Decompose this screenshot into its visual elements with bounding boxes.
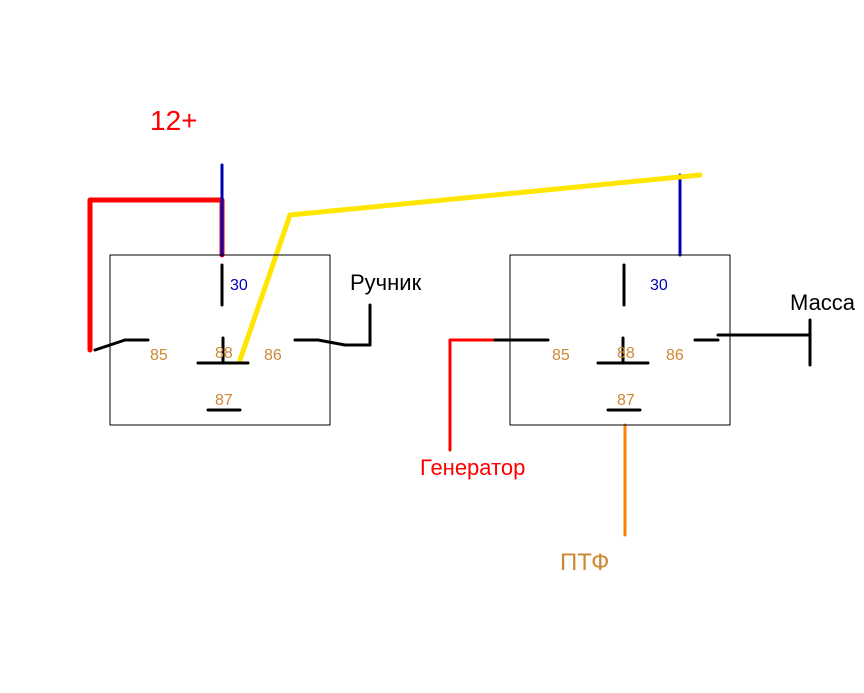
label-r2_30: 30	[650, 277, 668, 294]
label-power: 12+	[150, 105, 198, 136]
wires-layer	[90, 165, 700, 535]
label-r1_87: 87	[215, 392, 233, 409]
label-r1_85: 85	[150, 347, 168, 364]
label-ptf: ПТФ	[560, 549, 609, 576]
label-r2_87: 87	[617, 392, 635, 409]
label-r1_88: 88	[215, 345, 233, 362]
label-handbrake: Ручник	[350, 270, 422, 295]
label-generator: Генератор	[420, 455, 525, 480]
label-mass: Масса	[790, 290, 856, 315]
ext-r1_86_stub	[318, 340, 345, 345]
label-r2_86: 86	[666, 347, 684, 364]
wire-yellow	[240, 175, 700, 360]
wire-red_gen	[450, 340, 495, 450]
label-r2_85: 85	[552, 347, 570, 364]
label-r1_86: 86	[264, 347, 282, 364]
label-r2_88: 88	[617, 345, 635, 362]
label-r1_30: 30	[230, 277, 248, 294]
